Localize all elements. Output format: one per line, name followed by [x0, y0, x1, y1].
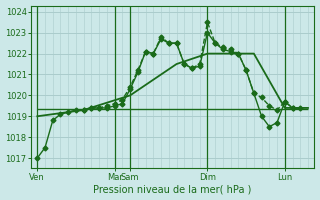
X-axis label: Pression niveau de la mer( hPa ): Pression niveau de la mer( hPa ) — [93, 184, 252, 194]
